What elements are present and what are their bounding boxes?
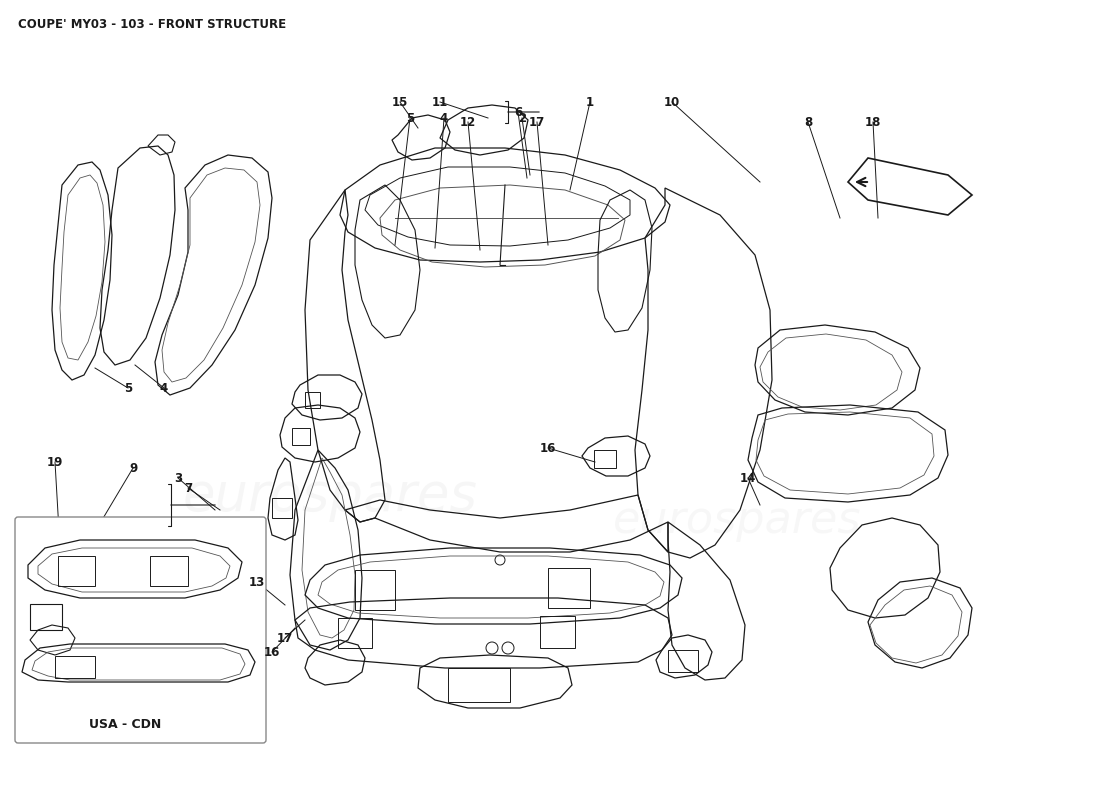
- Text: 2: 2: [518, 111, 526, 125]
- Text: 15: 15: [392, 95, 408, 109]
- Text: eurospares: eurospares: [183, 470, 477, 522]
- Text: 13: 13: [249, 575, 265, 589]
- Text: 19: 19: [47, 455, 63, 469]
- Text: 16: 16: [264, 646, 280, 658]
- Text: eurospares: eurospares: [613, 498, 861, 542]
- Text: 5: 5: [124, 382, 132, 394]
- Text: 16: 16: [540, 442, 557, 454]
- Text: USA - CDN: USA - CDN: [89, 718, 161, 730]
- Text: 3: 3: [174, 471, 183, 485]
- Text: 14: 14: [740, 471, 756, 485]
- FancyBboxPatch shape: [15, 517, 266, 743]
- Text: 11: 11: [432, 95, 448, 109]
- Text: 17: 17: [529, 115, 546, 129]
- Text: 4: 4: [160, 382, 168, 394]
- Text: 4: 4: [440, 111, 448, 125]
- Text: 6: 6: [514, 106, 522, 118]
- Text: 7: 7: [184, 482, 192, 494]
- Text: 9: 9: [129, 462, 138, 474]
- Text: COUPE' MY03 - 103 - FRONT STRUCTURE: COUPE' MY03 - 103 - FRONT STRUCTURE: [18, 18, 286, 31]
- Text: 8: 8: [804, 115, 812, 129]
- Text: 18: 18: [865, 115, 881, 129]
- Text: 17: 17: [277, 631, 293, 645]
- Text: 5: 5: [406, 111, 414, 125]
- Text: 12: 12: [460, 115, 476, 129]
- Text: 1: 1: [586, 95, 594, 109]
- Text: 10: 10: [664, 95, 680, 109]
